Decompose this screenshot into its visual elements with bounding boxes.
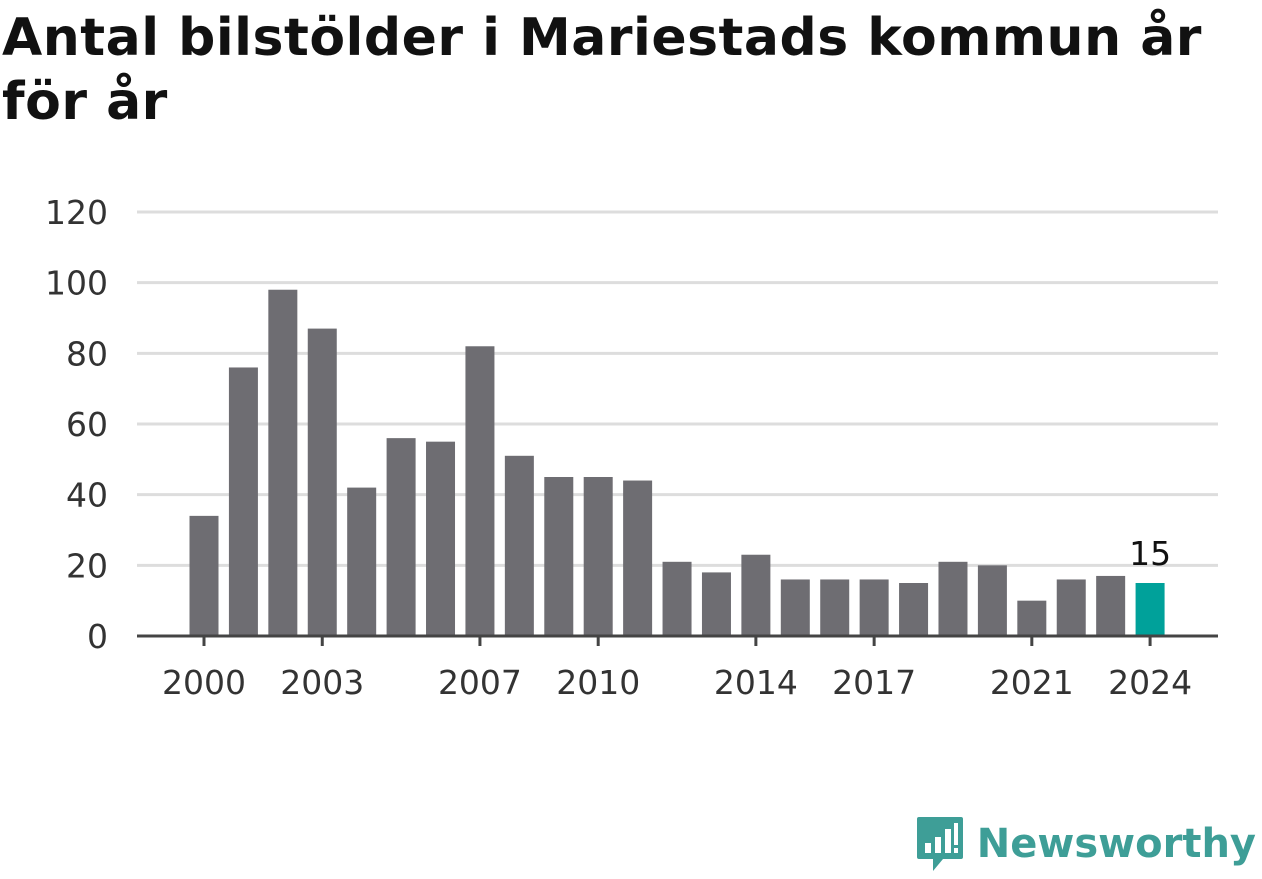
y-tick-label: 100 [45, 264, 108, 303]
bar-2005 [386, 438, 416, 636]
bar-2017 [859, 579, 889, 636]
y-tick-label: 40 [66, 476, 108, 515]
brand-logo: Newsworthy [915, 815, 1256, 873]
bar-2023 [1096, 575, 1126, 636]
x-tick-label: 2021 [990, 663, 1074, 702]
x-tick-label: 2024 [1108, 663, 1192, 702]
chart-title: Antal bilstölder i Mariestads kommun år … [2, 8, 1202, 132]
x-tick-label: 2000 [162, 663, 246, 702]
bar-2022 [1056, 579, 1086, 636]
bar-2011 [623, 480, 653, 636]
bar-2001 [228, 367, 258, 636]
bar-2002 [268, 289, 298, 636]
bar-2016 [820, 579, 850, 636]
y-axis-ticks: 0 20 40 60 80 100 120 [45, 193, 108, 656]
bar-2021 [1017, 600, 1047, 636]
y-tick-label: 20 [66, 546, 108, 585]
bar-2000 [189, 515, 219, 636]
y-tick-label: 0 [87, 617, 108, 656]
bar-2006 [426, 441, 456, 636]
value-label-2024: 15 [1129, 534, 1171, 573]
bar-2009 [544, 477, 574, 636]
brand-name: Newsworthy [976, 821, 1256, 867]
bar-2013 [701, 572, 731, 636]
x-tick-label: 2017 [832, 663, 916, 702]
x-tick-label: 2003 [280, 663, 364, 702]
bar-2010 [583, 477, 613, 636]
x-tick-label: 2010 [556, 663, 640, 702]
bar-2003 [307, 328, 337, 636]
bar-2008 [504, 455, 534, 636]
bar-2014 [741, 554, 771, 636]
bar-2024 [1135, 583, 1165, 636]
x-tick-label: 2007 [438, 663, 522, 702]
y-tick-label: 80 [66, 334, 108, 373]
x-tick-label: 2014 [714, 663, 798, 702]
y-tick-label: 60 [66, 405, 108, 444]
grid-lines [137, 210, 1218, 567]
bar-2015 [780, 579, 810, 636]
bar-2018 [899, 583, 929, 636]
annotations: 15 [1129, 534, 1171, 573]
bar-2012 [662, 561, 692, 636]
bar-2019 [938, 561, 968, 636]
newsworthy-logo-icon [916, 817, 963, 871]
y-tick-label: 120 [45, 193, 108, 232]
x-axis: 2000 2003 2007 2010 2014 2017 2021 2024 [137, 634, 1218, 702]
bar-2007 [465, 346, 495, 636]
bar-2020 [977, 565, 1007, 636]
bar-2004 [347, 487, 377, 636]
bars [189, 289, 1165, 636]
